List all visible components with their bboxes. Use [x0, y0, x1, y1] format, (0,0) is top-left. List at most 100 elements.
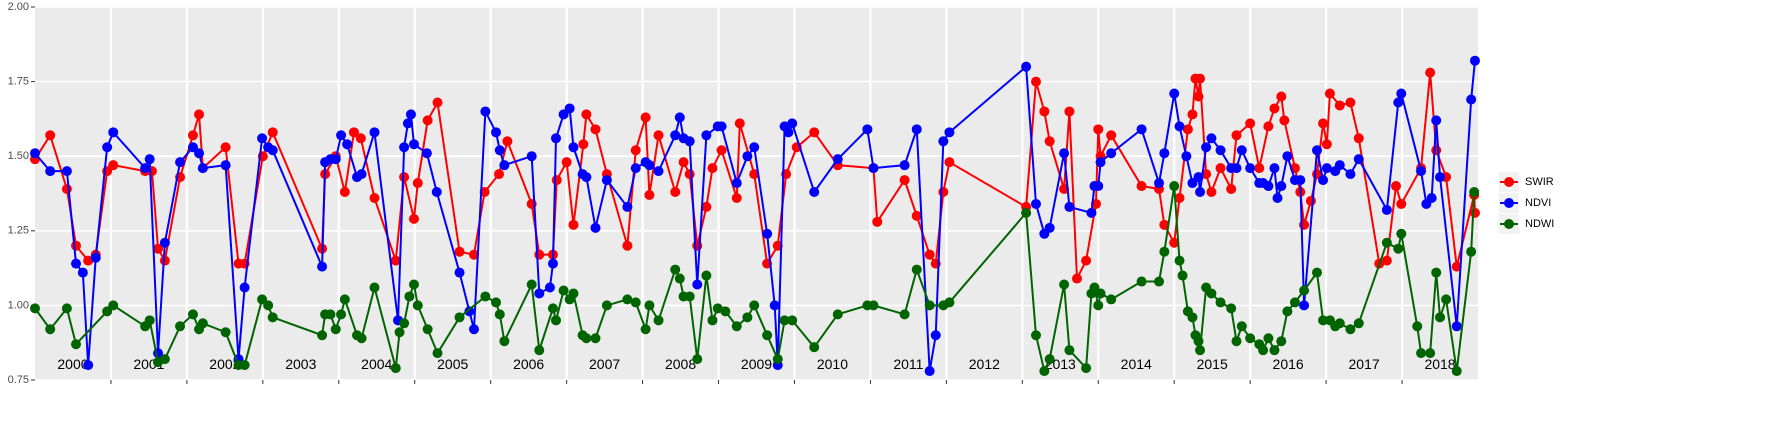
y-tick-label: 1.00 — [8, 299, 29, 311]
point — [317, 330, 328, 341]
point — [159, 354, 170, 365]
legend-point — [1504, 219, 1514, 229]
point — [1466, 246, 1477, 257]
point — [551, 175, 562, 186]
point — [769, 300, 780, 311]
point — [568, 219, 579, 230]
point — [581, 109, 592, 120]
point — [1245, 163, 1256, 174]
point — [330, 154, 341, 165]
point — [1258, 345, 1269, 356]
point — [197, 318, 208, 329]
point — [61, 303, 72, 314]
point — [630, 297, 641, 308]
point — [684, 136, 695, 147]
point — [601, 300, 612, 311]
point — [749, 300, 760, 311]
point — [1159, 219, 1170, 230]
point — [1245, 118, 1256, 129]
point — [670, 264, 681, 275]
point — [1353, 154, 1364, 165]
point — [159, 255, 170, 266]
point — [408, 213, 419, 224]
point — [601, 175, 612, 186]
y-tick-label: 1.50 — [8, 150, 29, 162]
point — [1345, 97, 1356, 108]
point — [1215, 163, 1226, 174]
point — [899, 175, 910, 186]
point — [336, 130, 347, 141]
point — [175, 321, 186, 332]
point — [1021, 207, 1032, 218]
point — [45, 166, 56, 177]
year-label: 2010 — [817, 356, 848, 372]
point — [355, 133, 366, 144]
point — [1030, 198, 1041, 209]
point — [564, 103, 575, 114]
point — [1334, 160, 1345, 171]
point — [581, 333, 592, 344]
point — [534, 249, 545, 260]
point — [1169, 181, 1180, 192]
point — [1396, 198, 1407, 209]
point — [1412, 321, 1423, 332]
point — [1030, 330, 1041, 341]
point — [701, 130, 712, 141]
point — [944, 297, 955, 308]
point — [1393, 243, 1404, 254]
point — [220, 142, 231, 153]
point — [1174, 192, 1185, 203]
point — [1431, 115, 1442, 126]
point — [239, 360, 250, 371]
point — [61, 184, 72, 195]
point — [1226, 184, 1237, 195]
point — [534, 345, 545, 356]
point — [1159, 148, 1170, 159]
point — [720, 306, 731, 317]
point — [108, 300, 119, 311]
point — [1044, 136, 1055, 147]
legend-point — [1504, 177, 1514, 187]
point — [330, 324, 341, 335]
point — [421, 148, 432, 159]
point — [1193, 91, 1204, 102]
point — [1159, 246, 1170, 257]
year-label: 2007 — [589, 356, 620, 372]
point — [480, 106, 491, 117]
point — [832, 154, 843, 165]
year-label: 2012 — [969, 356, 1000, 372]
point — [1095, 157, 1106, 168]
year-label: 2002 — [209, 356, 240, 372]
y-tick-label: 1.75 — [8, 76, 29, 88]
point — [640, 324, 651, 335]
point — [640, 112, 651, 123]
point — [1231, 163, 1242, 174]
point — [491, 297, 502, 308]
point — [263, 300, 274, 311]
point — [622, 294, 633, 305]
point — [1334, 100, 1345, 111]
point — [390, 363, 401, 374]
point — [83, 255, 94, 266]
point — [468, 324, 479, 335]
point — [239, 282, 250, 293]
point — [1093, 300, 1104, 311]
point — [561, 157, 572, 168]
point — [1451, 366, 1462, 377]
point — [674, 273, 685, 284]
point — [630, 145, 641, 156]
point — [45, 324, 56, 335]
year-label: 2018 — [1424, 356, 1455, 372]
point — [1390, 181, 1401, 192]
point — [1469, 55, 1480, 66]
year-label: 2011 — [893, 356, 923, 372]
point — [1318, 175, 1329, 186]
point — [622, 201, 633, 212]
point — [1469, 187, 1480, 198]
point — [267, 127, 278, 138]
point — [1215, 297, 1226, 308]
point — [1206, 187, 1217, 198]
point — [1064, 106, 1075, 117]
